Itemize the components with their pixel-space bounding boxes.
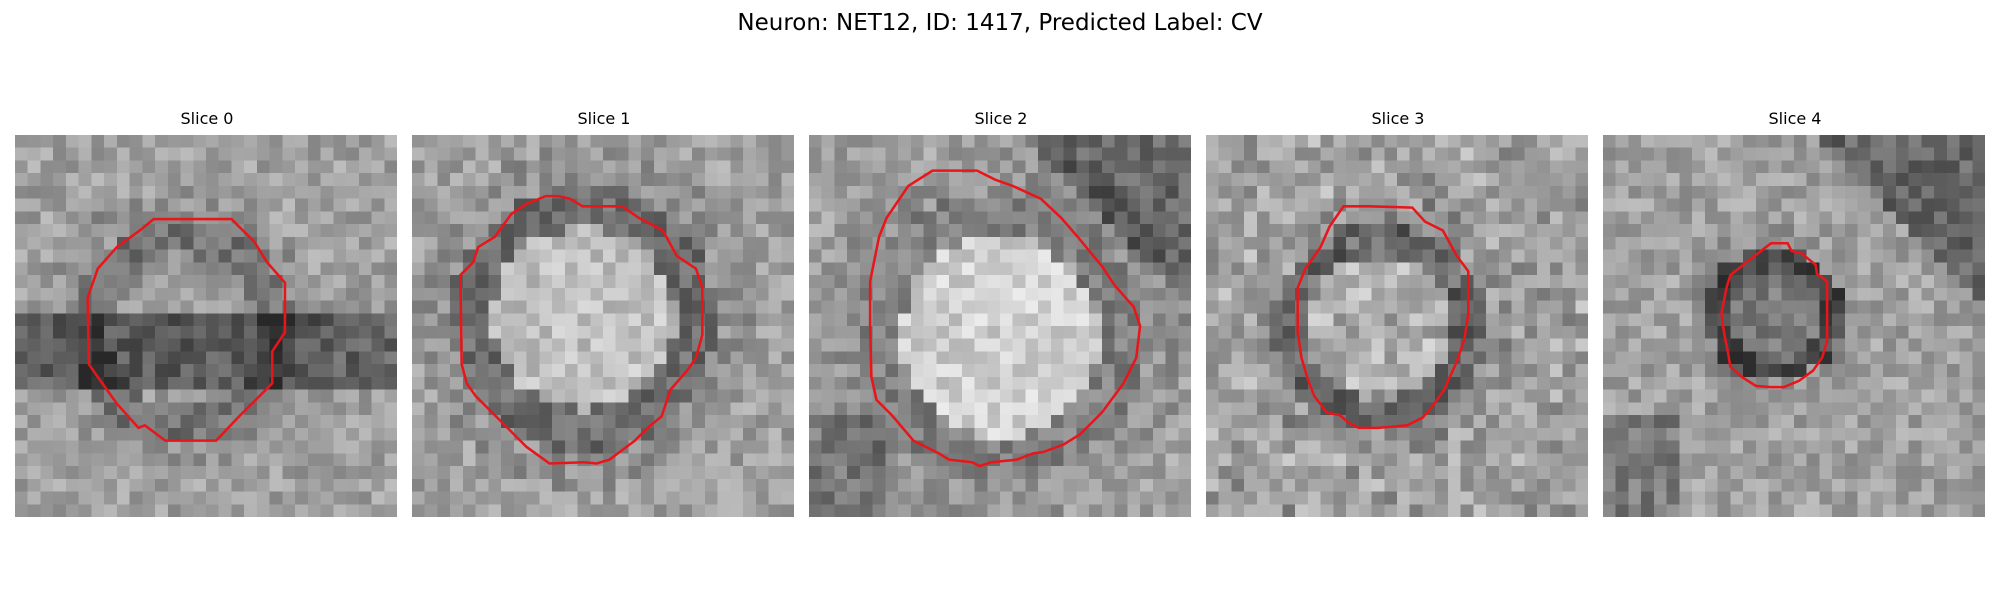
slice-image xyxy=(809,135,1191,517)
slice-title: Slice 1 xyxy=(577,109,631,128)
segmentation-contour xyxy=(459,194,704,465)
slice-image xyxy=(15,135,397,517)
segmentation-contour xyxy=(1296,205,1470,430)
slice-title: Slice 2 xyxy=(974,109,1028,128)
figure-title: Neuron: NET12, ID: 1417, Predicted Label… xyxy=(737,10,1263,36)
segmentation-contour xyxy=(868,169,1142,468)
slice-title: Slice 3 xyxy=(1371,109,1425,128)
slice-title: Slice 4 xyxy=(1768,109,1822,128)
slice-title: Slice 0 xyxy=(180,109,234,128)
slice-image xyxy=(1206,135,1588,517)
segmentation-contour xyxy=(1720,241,1829,389)
slice-image xyxy=(412,135,794,517)
segmentation-contour xyxy=(86,217,287,442)
slice-image xyxy=(1603,135,1985,517)
